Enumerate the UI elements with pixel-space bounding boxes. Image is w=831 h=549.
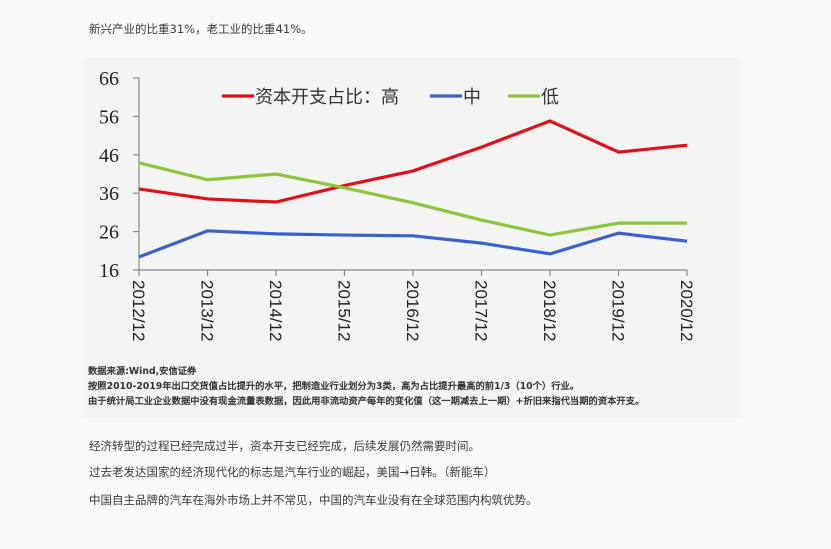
- x-tick-label: 2020/12: [677, 280, 696, 341]
- legend-label: 中: [463, 87, 481, 108]
- line-chart: 16 26 36 46 56 66 2012/12 2013/12 2014/12 2015/12…: [99, 68, 696, 341]
- paragraph-2: 过去老发达国家的经济现代化的标志是汽车行业的崛起，美国→日韩。（新能车）: [89, 465, 496, 479]
- y-tick-label: 66: [99, 68, 119, 90]
- capex-note: 由于统计局工业企业数据中没有现金流量表数据，因此用非流动资产每年的变化值（这一期…: [88, 396, 645, 407]
- x-tick-label: 2013/12: [198, 280, 217, 341]
- legend-label: 低: [541, 87, 559, 108]
- y-tick-label: 16: [99, 260, 119, 282]
- top-paragraph: 新兴产业的比重31%，老工业的比重41%。: [89, 22, 313, 36]
- x-tick-label: 2015/12: [335, 280, 354, 341]
- paragraph-3: 中国自主品牌的汽车在海外市场上并不常见，中国的汽车业没有在全球范围内构筑优势。: [89, 493, 538, 507]
- y-tick-label: 36: [99, 183, 119, 205]
- y-tick-label: 56: [99, 106, 119, 128]
- series-line-低: [138, 161, 687, 237]
- legend-label: 资本开支占比：高: [255, 87, 399, 108]
- capex-share-chart-figure: 16 26 36 46 56 66 2012/12 2013/12 2014/12 2015/12…: [84, 58, 740, 418]
- x-tick-label: 2012/12: [129, 280, 148, 341]
- method-note: 按照2010-2019年出口交货值占比提升的水平，把制造业行业划分为3类，高为占…: [88, 381, 580, 392]
- x-tick-label: 2017/12: [472, 280, 491, 341]
- x-tick-label: 2018/12: [540, 280, 559, 341]
- x-tick-label: 2014/12: [266, 280, 285, 341]
- series-line-高: [138, 119, 688, 204]
- y-tick-label: 26: [99, 222, 119, 244]
- x-tick-label: 2016/12: [403, 280, 422, 341]
- source-note: 数据来源:Wind,安信证券: [88, 366, 197, 377]
- series-line-中: [138, 229, 688, 259]
- y-tick-label: 46: [99, 145, 119, 167]
- chart-notes: 数据来源:Wind,安信证券 按照2010-2019年出口交货值占比提升的水平，…: [88, 364, 644, 409]
- x-tick-label: 2019/12: [609, 280, 628, 341]
- paragraph-1: 经济转型的过程已经完成过半，资本开支已经完成，后续发展仍然需要时间。: [89, 439, 480, 453]
